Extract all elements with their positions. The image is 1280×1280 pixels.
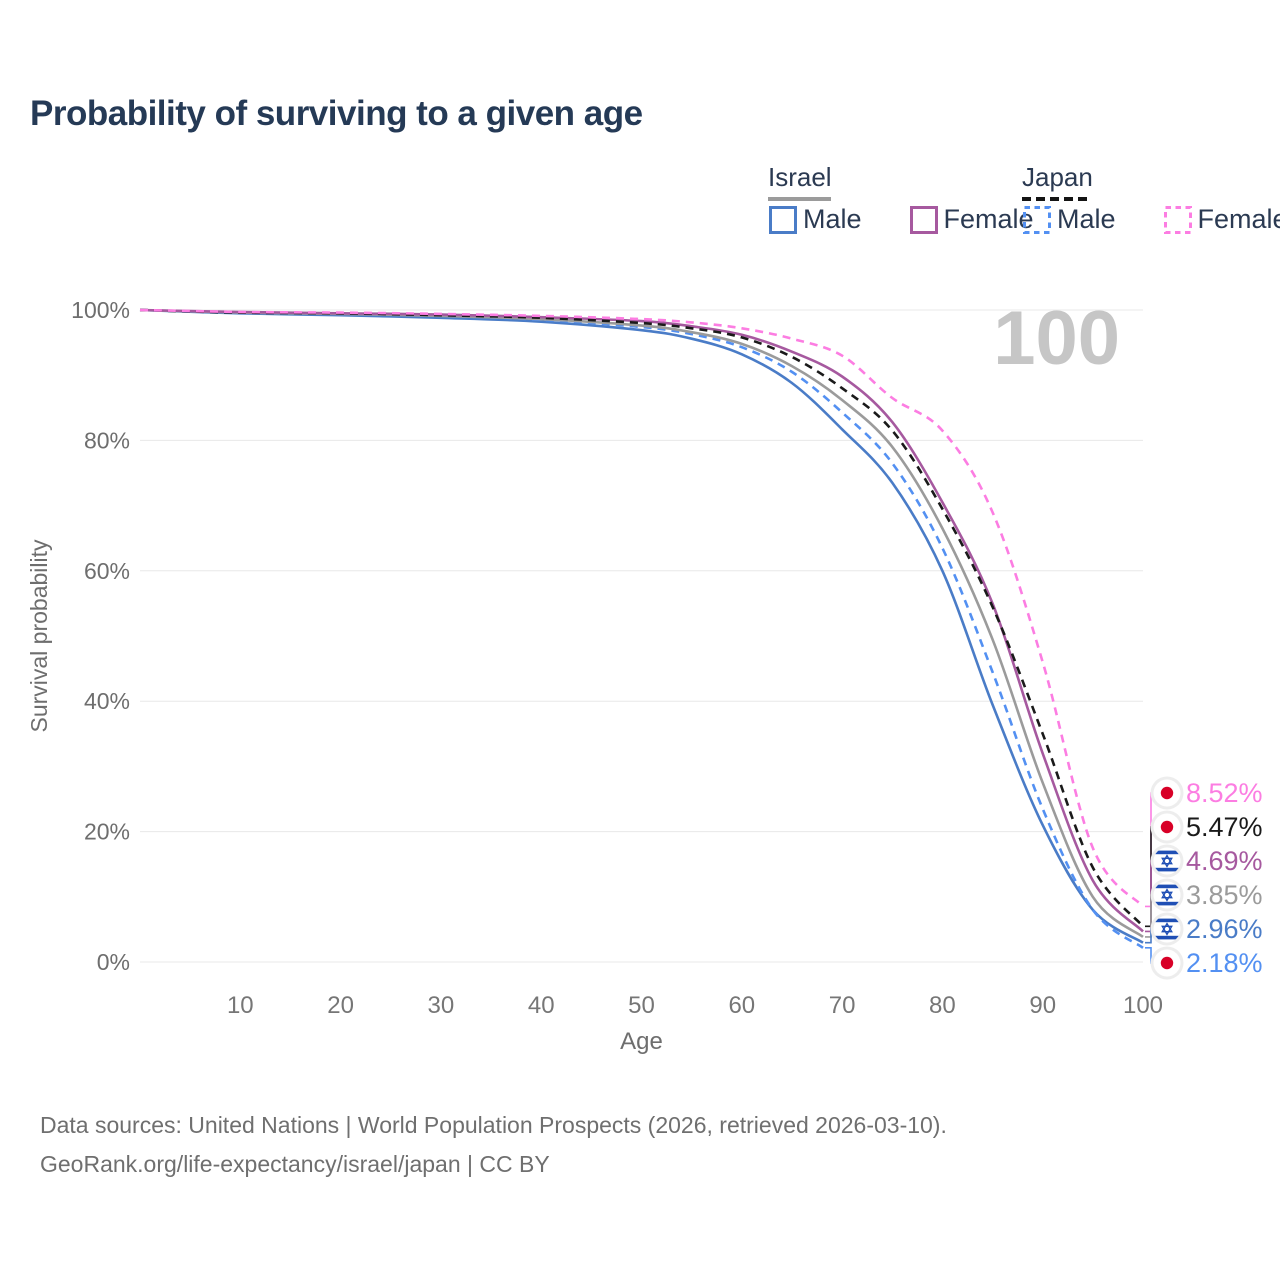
x-axis-title: Age [620,1028,663,1055]
end-label-value-japan-total: 5.47% [1186,812,1263,842]
end-label-value-israel-female: 4.69% [1186,846,1263,876]
series-line-japan-female[interactable] [139,308,1144,908]
series-line-japan-male[interactable] [139,308,1144,949]
legend-label-japan-male: Male [1057,204,1116,234]
legend-item-israel-female[interactable]: Female [909,204,1034,235]
legend-header-israel[interactable]: Israel [768,162,832,192]
end-label-value-israel-male: 2.96% [1186,914,1263,944]
series-line-israel-total[interactable] [139,308,1144,938]
legend-item-japan-female[interactable]: Female [1163,204,1280,235]
x-tick-100: 100 [1123,992,1163,1019]
end-label-value-japan-female: 8.52% [1186,778,1263,808]
series-line-israel-male[interactable] [139,308,1144,944]
japan-female-swatch-icon [1163,205,1192,234]
legend-items-israel: Male Female [768,204,1034,235]
japan-flag-icon-japan-total [1150,810,1184,844]
y-tick-40%: 40% [84,688,130,714]
x-tick-90: 90 [1029,992,1056,1019]
israel-flag-icon-israel-male [1150,912,1184,946]
y-axis-title: Survival probability [26,539,52,733]
x-tick-40: 40 [528,992,555,1019]
footer-attribution: Data sources: United Nations | World Pop… [40,1106,947,1184]
y-tick-100%: 100% [71,297,130,323]
age-watermark: 100 [993,296,1120,381]
legend-items-japan: Male Female [1022,204,1280,235]
y-tick-60%: 60% [84,558,130,584]
legend-label-israel-male: Male [803,204,862,234]
x-tick-20: 20 [327,992,354,1019]
legend-underline-japan-total-line [1022,197,1088,201]
japan-flag-icon-japan-male [1150,946,1184,980]
israel-flag-icon-israel-total [1150,878,1184,912]
japan-flag-icon-japan-female [1150,776,1184,810]
x-tick-30: 30 [428,992,455,1019]
legend-item-israel-male[interactable]: Male [768,204,862,235]
x-tick-70: 70 [829,992,856,1019]
x-tick-80: 80 [929,992,956,1019]
legend-group-japan: Japan [1022,162,1093,201]
legend-label-japan-female: Female [1197,204,1280,234]
legend-group-israel: Israel [768,162,832,201]
israel-female-swatch-icon [909,205,938,234]
y-tick-20%: 20% [84,819,130,845]
legend-label-israel-female: Female [943,204,1034,234]
legend-underline-israel-total-line [768,197,831,201]
legend-item-japan-male[interactable]: Male [1022,204,1116,235]
japan-male-swatch-icon [1023,205,1051,234]
israel-male-swatch-icon [769,205,797,234]
y-tick-0%: 0% [97,949,130,975]
x-tick-50: 50 [628,992,655,1019]
x-tick-60: 60 [728,992,755,1019]
end-label-value-japan-male: 2.18% [1186,948,1263,978]
survival-chart-plot[interactable]: 0% 20% 40% 60% 80% 100% 100 10 20 30 40 50 60 70 80 90 1… [0,0,1280,1080]
series-line-japan-total[interactable] [139,308,1144,928]
series-line-israel-female[interactable] [139,308,1144,933]
israel-flag-icon-israel-female [1150,844,1184,878]
footer-license: GeoRank.org/life-expectancy/israel/japan… [40,1151,550,1177]
legend-header-japan[interactable]: Japan [1022,162,1093,192]
x-tick-10: 10 [227,992,254,1019]
y-tick-80%: 80% [84,427,130,453]
end-label-value-israel-total: 3.85% [1186,880,1263,910]
footer-data-sources: Data sources: United Nations | World Pop… [40,1112,947,1138]
page-title: Probability of surviving to a given age [30,94,643,133]
